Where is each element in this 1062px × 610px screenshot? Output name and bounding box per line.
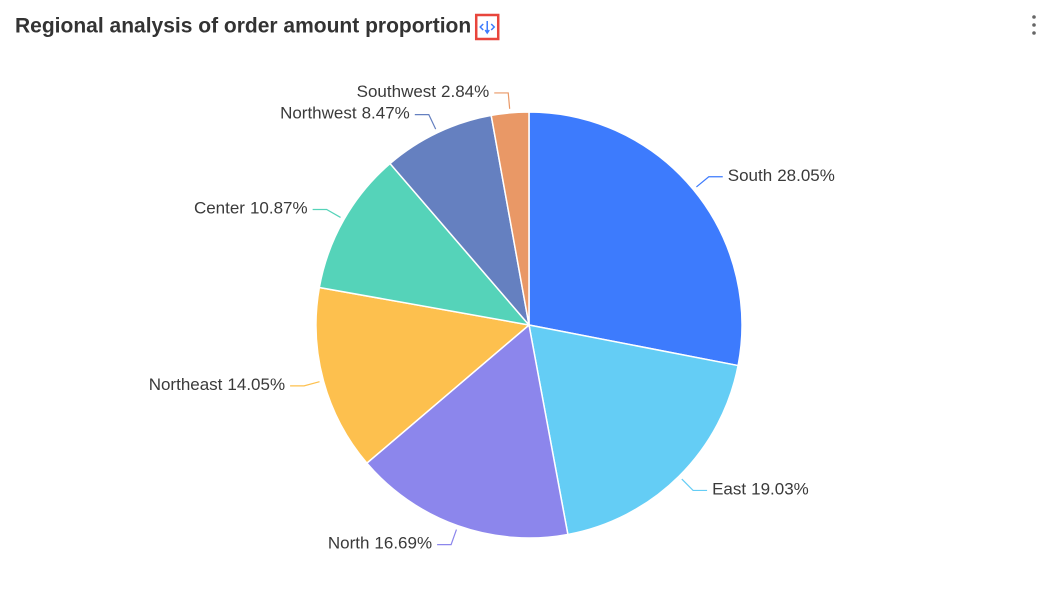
data-label: Northwest 8.47% <box>280 104 410 123</box>
label-value: 10.87% <box>250 199 308 218</box>
pie-slice <box>490 111 530 326</box>
pie-slice <box>315 286 531 465</box>
label-name: South <box>728 166 772 185</box>
leader-line <box>312 208 341 218</box>
data-label: Northeast 14.05% <box>149 375 285 394</box>
more-menu[interactable] <box>1032 15 1036 35</box>
chart-icon[interactable] <box>474 13 500 41</box>
leader-line <box>290 381 320 387</box>
label-value: 28.05% <box>777 166 835 185</box>
label-name: Center <box>194 199 245 218</box>
label-name: Southwest <box>357 82 437 101</box>
pie-slice <box>365 323 569 539</box>
data-label: Southwest 2.84% <box>357 82 490 101</box>
data-label: Center 10.87% <box>194 199 308 218</box>
label-value: 14.05% <box>227 375 285 394</box>
leader-line <box>414 114 437 130</box>
label-value: 16.69% <box>374 534 432 553</box>
leader-line <box>696 176 723 188</box>
pie-slice <box>389 114 531 328</box>
data-label: East 19.03% <box>712 480 809 499</box>
leader-line <box>681 478 708 492</box>
leader-line <box>437 529 458 546</box>
label-name: North <box>328 534 370 553</box>
pie-slice <box>318 162 531 327</box>
data-label: South 28.05% <box>728 166 835 185</box>
label-name: East <box>712 480 746 499</box>
label-name: Northeast <box>149 375 223 394</box>
label-value: 8.47% <box>362 104 410 123</box>
label-value: 19.03% <box>751 480 809 499</box>
data-label: North 16.69% <box>328 534 432 553</box>
pie-slice <box>528 111 743 367</box>
leader-line <box>494 92 511 109</box>
chart-title: Regional analysis of order amount propor… <box>15 15 471 38</box>
label-value: 2.84% <box>441 82 489 101</box>
label-name: Northwest <box>280 104 357 123</box>
pie-slice <box>528 324 739 536</box>
